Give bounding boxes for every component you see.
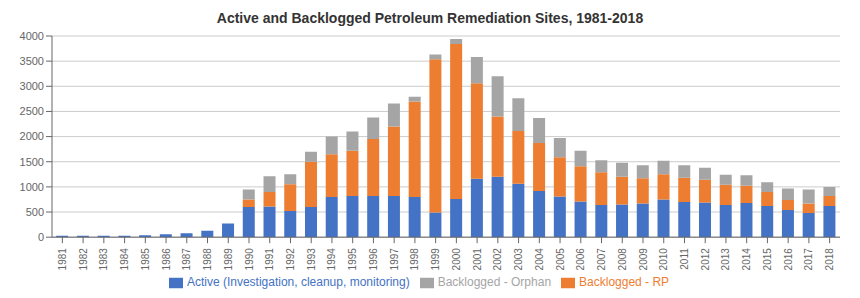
svg-text:2012: 2012 [700,248,711,271]
svg-text:2009: 2009 [638,248,649,271]
svg-text:1995: 1995 [347,248,358,271]
html-text:Backlogged - RP: Backlogged - RP [579,275,670,290]
svg-text:2006: 2006 [575,248,586,271]
svg-text:1996: 1996 [368,248,379,271]
svg-text:2001: 2001 [472,248,483,271]
svg-text:1991: 1991 [264,248,275,271]
svg-text:1982: 1982 [78,248,89,271]
svg-text:2015: 2015 [762,248,773,271]
svg-text:1985: 1985 [140,248,151,271]
svg-text:2005: 2005 [555,248,566,271]
svg-text:2000: 2000 [20,130,44,142]
html-text:Active (Investigation, cleanup: Active (Investigation, cleanup, monitori… [186,275,410,290]
svg-text:1997: 1997 [389,248,400,271]
svg-text:2003: 2003 [513,248,524,271]
svg-text:1984: 1984 [119,248,130,271]
svg-text:1998: 1998 [409,248,420,271]
svg-text:2002: 2002 [492,248,503,271]
svg-text:3500: 3500 [20,55,44,67]
svg-text:1981: 1981 [57,248,68,271]
svg-text:1983: 1983 [98,248,109,271]
svg-text:1986: 1986 [161,248,172,271]
svg-text:1999: 1999 [430,248,441,271]
svg-text:2011: 2011 [679,248,690,270]
svg-text:2017: 2017 [803,248,814,271]
svg-text:2007: 2007 [596,248,607,271]
html-text:Backlogged - Orphan: Backlogged - Orphan [437,275,552,290]
svg-text:1992: 1992 [285,248,296,271]
svg-text:2016: 2016 [783,248,794,271]
svg-text:2010: 2010 [658,248,669,271]
svg-text:4000: 4000 [20,30,44,42]
svg-text:500: 500 [26,206,44,218]
svg-text:1500: 1500 [20,156,44,168]
svg-text:1000: 1000 [20,181,44,193]
svg-text:2013: 2013 [720,248,731,271]
svg-text:2014: 2014 [741,248,752,271]
svg-text:2500: 2500 [20,105,44,117]
svg-text:1993: 1993 [306,248,317,271]
svg-text:0: 0 [38,231,44,243]
svg-text:1990: 1990 [244,248,255,271]
svg-text:1989: 1989 [223,248,234,271]
svg-text:2008: 2008 [617,248,628,271]
svg-text:2018: 2018 [824,248,835,271]
svg-text:1988: 1988 [202,248,213,271]
svg-text:1987: 1987 [181,248,192,271]
svg-text:1994: 1994 [326,248,337,271]
svg-text:2004: 2004 [534,248,545,271]
svg-text:3000: 3000 [20,80,44,92]
html-text:Active and Backlogged Petroleu: Active and Backlogged Petroleum Remediat… [216,10,644,26]
svg-text:2000: 2000 [451,248,462,271]
